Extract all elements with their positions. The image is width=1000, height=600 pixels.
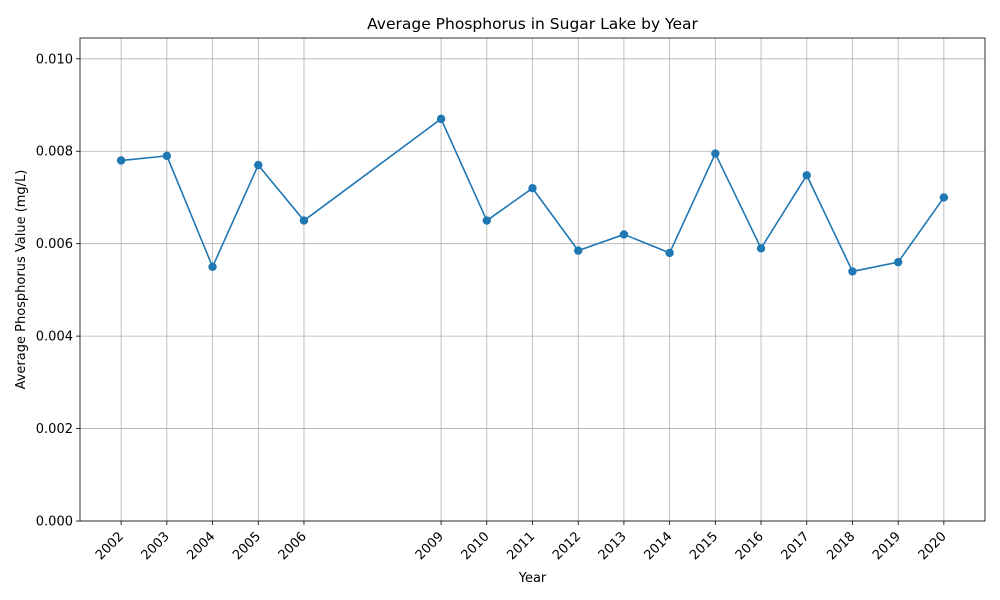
data-point	[574, 246, 583, 255]
y-axis-label: Average Phosphorus Value (mg/L)	[14, 170, 29, 390]
y-tick-label: 0.008	[36, 145, 73, 160]
data-point	[802, 171, 811, 180]
data-point	[893, 257, 903, 267]
data-point	[619, 230, 629, 239]
x-axis-label: Year	[518, 571, 547, 586]
y-tick-label: 0.000	[36, 515, 73, 530]
data-point	[162, 151, 172, 161]
data-point	[939, 193, 949, 202]
data-point	[756, 244, 766, 253]
data-point	[665, 248, 674, 258]
data-point	[299, 216, 309, 225]
data-point	[482, 216, 491, 225]
data-point	[208, 262, 217, 271]
y-tick-label: 0.004	[36, 330, 73, 345]
series-layer	[116, 114, 949, 276]
data-point	[848, 267, 857, 276]
data-point	[116, 156, 126, 165]
data-point	[711, 149, 720, 158]
y-tick-label: 0.010	[36, 52, 73, 67]
data-point	[254, 160, 263, 170]
y-tick-label: 0.002	[36, 422, 73, 437]
data-point	[436, 114, 446, 124]
data-point	[528, 184, 537, 193]
y-tick-label: 0.006	[36, 237, 73, 252]
chart-title: Average Phosphorus in Sugar Lake by Year	[367, 15, 698, 33]
